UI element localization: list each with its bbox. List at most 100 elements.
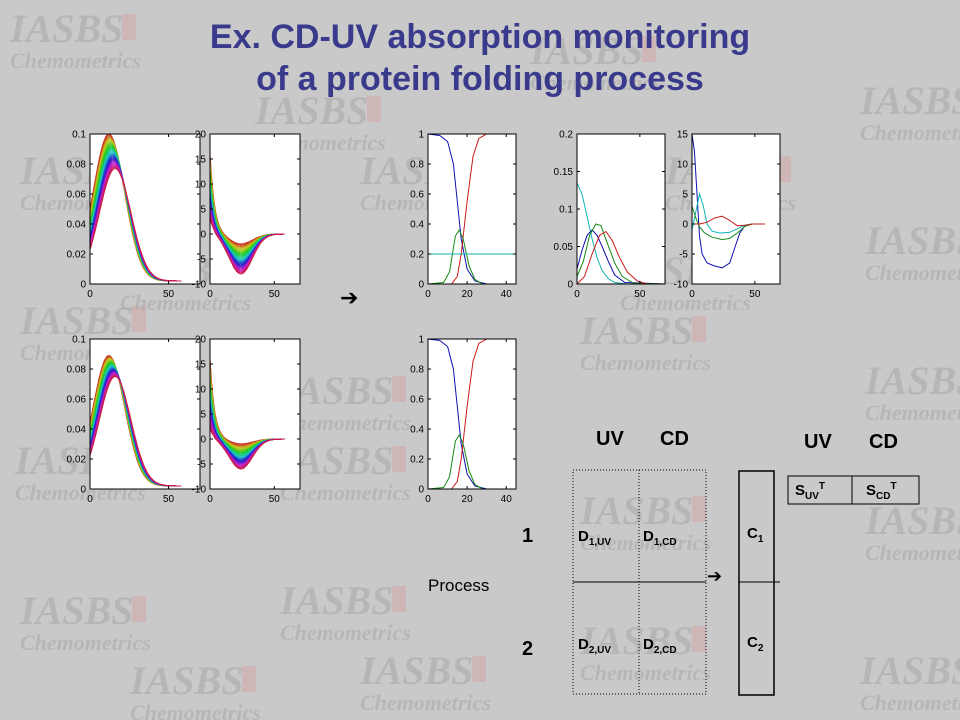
watermark-text: IASBS [579,618,693,663]
x-tick-label: 50 [269,494,281,505]
watermark-subtext: Chemometrics [280,480,411,505]
watermark-mark [472,656,486,682]
watermark-mark [642,36,656,62]
watermark-mark [692,496,706,522]
series-line [209,428,285,470]
plot-frame [89,338,201,490]
concentration-plot-1: 0 0.2 0.4 0.6 0.8 1 0 20 40 [410,130,517,300]
uv-spectra-plot-2: 0 0.02 0.04 0.06 0.08 0.1 0 50 [67,335,201,505]
series-line [428,338,516,490]
y-tick-label: 0.2 [559,130,573,141]
watermark-text: IASBS [254,88,368,133]
watermark-subtext: Chemometrics [860,690,960,715]
watermark-text: IASBS [859,648,960,693]
y-tick-label: 5 [200,410,206,421]
x-tick-label: 20 [462,289,474,300]
watermark-mark [692,316,706,342]
series-line [89,375,182,487]
y-tick-label: 0.1 [72,130,86,141]
s-uv-transpose-label: SUVT [795,481,826,502]
y-tick-label: 0.1 [559,205,573,216]
d1-uv-label: D1,UV [578,528,612,548]
c2-label: C2 [747,634,764,654]
y-tick-label: 15 [195,360,207,371]
y-tick-label: 0 [682,220,688,231]
watermark-subtext: Chemometrics [130,700,261,720]
y-tick-label: -5 [197,255,206,266]
y-tick-label: 0.06 [67,190,87,201]
watermark-mark [392,376,406,402]
spectra-label-uv: UV [804,431,832,453]
column-label-uv: UV [596,428,624,450]
spectra-label-cd: CD [869,431,898,453]
y-tick-label: 0.06 [67,395,87,406]
y-tick-label: 15 [195,155,207,166]
watermark-text: IASBS [9,6,123,51]
process-2-label: 2 [522,638,534,660]
watermark-mark [367,96,381,122]
watermark-subtext: Chemometrics [530,70,661,95]
y-tick-label: 0.05 [554,242,574,253]
right-arrow-icon: ➔ [340,285,359,310]
page-title-line1: Ex. CD-UV absorption monitoring [209,18,751,56]
c1-label: C1 [747,525,764,545]
y-tick-label: 10 [195,385,207,396]
watermark-text: IASBS [19,298,133,343]
x-tick-label: 0 [574,289,580,300]
y-tick-label: 5 [200,205,206,216]
y-tick-label: 0.04 [67,425,87,436]
series-line [576,182,665,285]
cd-spectra-plot-2: -10 -5 0 5 10 15 20 0 50 [192,335,301,505]
column-label-cd: CD [660,428,689,450]
watermark-mark [242,666,256,692]
series-line [427,433,516,490]
series-line [576,230,665,285]
y-tick-label: 0.02 [67,455,87,466]
y-tick-label: 15 [677,130,689,141]
y-tick-label: 0.6 [410,395,424,406]
d2-cd-label: D2,CD [643,636,677,656]
plot-frame [427,133,517,285]
x-tick-label: 20 [462,494,474,505]
watermark-subtext: Chemometrics [620,290,751,315]
right-arrow-small-icon: ➔ [707,566,723,586]
x-tick-label: 50 [634,289,646,300]
series-line [427,228,516,285]
y-tick-label: 10 [195,180,207,191]
watermark-subtext: Chemometrics [280,620,411,645]
watermark-mark [122,14,136,40]
y-tick-label: -10 [192,280,207,291]
watermark-text: IASBS [864,218,960,263]
y-tick-label: -5 [197,460,206,471]
y-tick-label: 0 [80,280,86,291]
watermark-mark [392,446,406,472]
uv-spectra-plot-1: 0 0.02 0.04 0.06 0.08 0.1 0 50 [67,130,201,300]
concentration-plot-2: 0 0.2 0.4 0.6 0.8 1 0 20 40 [410,335,517,505]
y-tick-label: 0.02 [67,250,87,261]
y-tick-label: 0.2 [410,455,424,466]
x-tick-label: 0 [87,494,93,505]
y-tick-label: 1 [418,130,424,141]
x-tick-label: 0 [207,289,213,300]
y-tick-label: 20 [195,335,207,346]
watermark-subtext: Chemometrics [580,660,711,685]
watermark-mark [777,156,791,182]
y-tick-label: 0.08 [67,160,87,171]
watermark-subtext: Chemometrics [120,290,251,315]
series-line [576,229,666,285]
watermark-text: IASBS [19,588,133,633]
watermark-subtext: Chemometrics [865,540,960,565]
watermark-text: IASBS [529,28,643,73]
x-tick-label: 0 [689,289,695,300]
plot-frame [427,338,517,490]
watermark-text: IASBS [129,658,243,703]
series-line [428,133,516,285]
